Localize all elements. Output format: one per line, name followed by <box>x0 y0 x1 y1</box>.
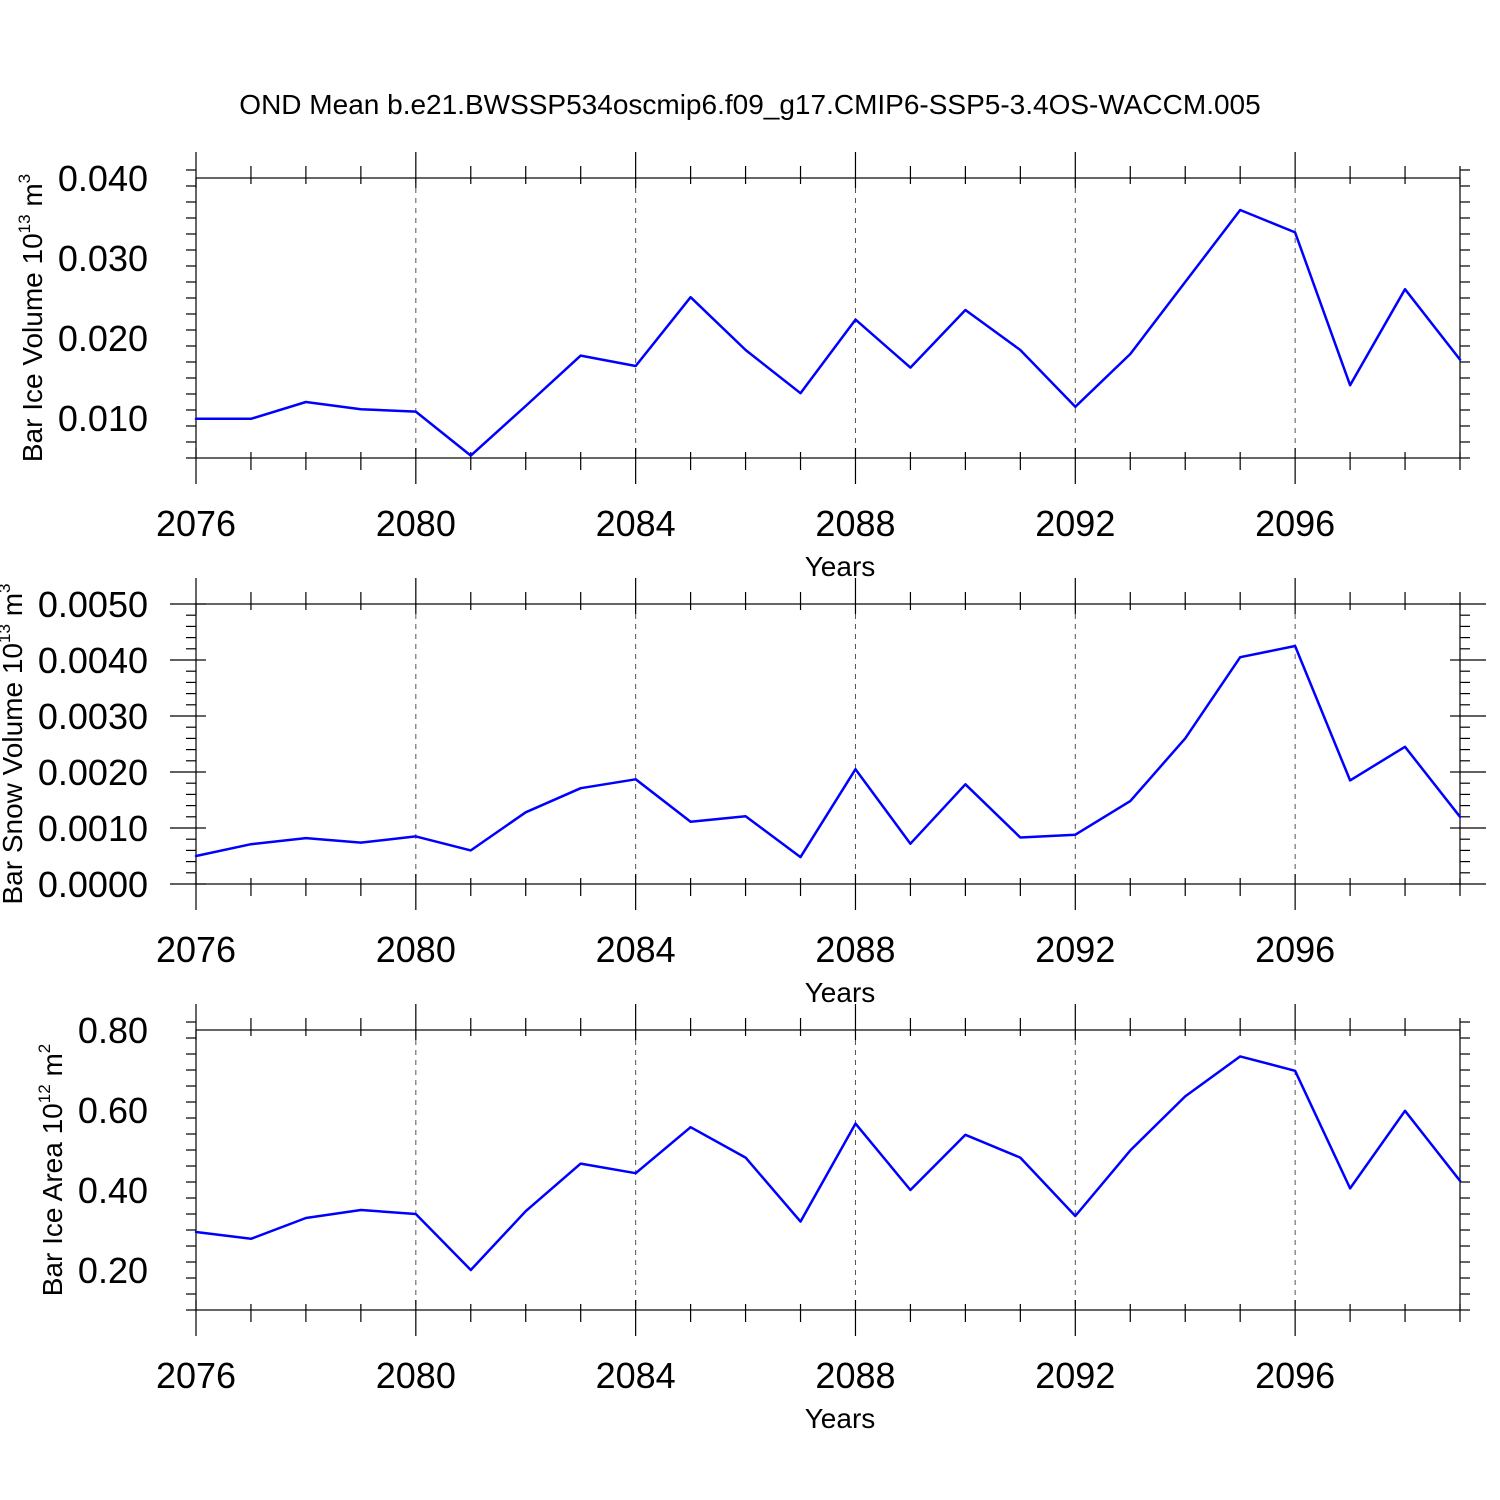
x-tick-label: 2076 <box>156 929 236 970</box>
y-axis-title-exponent: 13 <box>0 624 14 643</box>
y-axis-title-exponent: 13 <box>15 214 34 233</box>
y-tick-label: 0.0030 <box>38 696 148 737</box>
y-axis-title-main: Bar Snow Volume 10 <box>0 643 28 905</box>
y-axis-title-unit-exponent: 3 <box>0 584 14 593</box>
x-tick-label: 2080 <box>376 929 456 970</box>
x-tick-label: 2076 <box>156 503 236 544</box>
x-tick-label: 2096 <box>1255 503 1335 544</box>
y-axis-title: Bar Snow Volume 1013 m3 <box>0 584 28 905</box>
panel-1: 2076 2080 2084 2088 2092 2096 Years 0.010 0.020 0… <box>15 152 1470 582</box>
y-axis-title-unit: m <box>0 593 28 624</box>
x-tick-label: 2096 <box>1255 929 1335 970</box>
y-tick-label: 0.0040 <box>38 640 148 681</box>
plot-frame <box>195 603 1461 885</box>
y-axis-title: Bar Ice Volume 1013 m3 <box>15 174 48 462</box>
x-tick-label: 2080 <box>376 503 456 544</box>
x-tick-label: 2088 <box>815 929 895 970</box>
y-tick-label: 0.40 <box>78 1170 148 1211</box>
x-axis-title: Years <box>805 977 876 1008</box>
x-tick-label: 2088 <box>815 503 895 544</box>
y-axis-title-unit: m <box>37 1053 68 1084</box>
series-line <box>194 644 1462 859</box>
x-tick-label: 2092 <box>1035 1355 1115 1396</box>
series-line <box>194 208 1462 457</box>
y-axis-title-exponent: 12 <box>35 1084 54 1103</box>
y-axis-title-unit-exponent: 3 <box>15 174 34 183</box>
x-tick-label: 2084 <box>596 1355 676 1396</box>
y-tick-label: 0.0050 <box>38 584 148 625</box>
y-tick-label: 0.030 <box>58 238 148 279</box>
y-tick-label: 0.020 <box>58 318 148 359</box>
x-tick-label: 2084 <box>596 929 676 970</box>
panel-3: 2076 2080 2084 2088 2092 2096 Years 0.20 0.40 0.6… <box>35 1004 1470 1434</box>
x-tick-label: 2092 <box>1035 929 1115 970</box>
y-tick-label: 0.60 <box>78 1090 148 1131</box>
panel-2: 2076 2080 2084 2088 2092 2096 Years 0.0000 0.001… <box>0 578 1486 1008</box>
y-tick-label: 0.010 <box>58 398 148 439</box>
panels: 2076 2080 2084 2088 2092 2096 Years 0.010 0.020 0… <box>0 152 1486 1434</box>
x-axis-title: Years <box>805 1403 876 1434</box>
x-tick-label: 2080 <box>376 1355 456 1396</box>
x-tick-label: 2076 <box>156 1355 236 1396</box>
y-axis-title-main: Bar Ice Volume 10 <box>17 233 48 462</box>
x-tick-label: 2096 <box>1255 1355 1335 1396</box>
x-tick-label: 2092 <box>1035 503 1115 544</box>
y-axis-title-unit-exponent: 2 <box>35 1044 54 1053</box>
x-tick-label: 2088 <box>815 1355 895 1396</box>
chart-title: OND Mean b.e21.BWSSP534oscmip6.f09_g17.C… <box>239 89 1260 120</box>
plot-frame <box>195 177 1461 459</box>
y-tick-label: 0.20 <box>78 1250 148 1291</box>
series-line <box>194 1055 1462 1272</box>
y-tick-label: 0.0010 <box>38 808 148 849</box>
y-tick-label: 0.0020 <box>38 752 148 793</box>
y-axis-title-unit: m <box>17 183 48 214</box>
y-tick-label: 0.0000 <box>38 864 148 905</box>
y-axis-title-main: Bar Ice Area 10 <box>37 1103 68 1296</box>
y-axis-title: Bar Ice Area 1012 m2 <box>35 1044 68 1297</box>
y-tick-label: 0.040 <box>58 158 148 199</box>
x-tick-label: 2084 <box>596 503 676 544</box>
x-axis-title: Years <box>805 551 876 582</box>
plot-frame <box>195 1029 1461 1311</box>
y-tick-label: 0.80 <box>78 1010 148 1051</box>
